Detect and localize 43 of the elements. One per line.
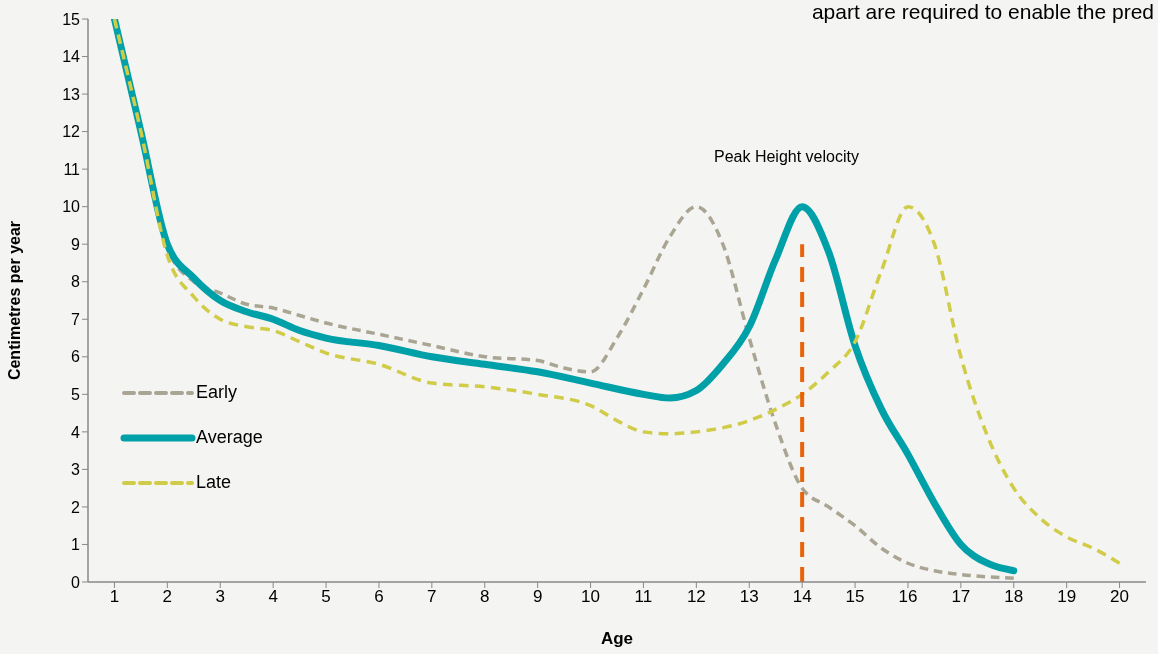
y-tick-label: 15 bbox=[62, 10, 81, 28]
x-tick-label: 1 bbox=[109, 587, 120, 607]
x-tick-label: 5 bbox=[321, 587, 331, 607]
x-tick-label: 7 bbox=[427, 587, 437, 607]
y-tick-label: 7 bbox=[71, 310, 81, 328]
annotation: Peak Height velocity bbox=[714, 148, 859, 166]
y-tick-label: 3 bbox=[71, 461, 81, 479]
x-tick-label: 15 bbox=[845, 587, 865, 607]
legend-label: Average bbox=[196, 427, 263, 448]
y-tick-label: 14 bbox=[62, 48, 81, 66]
x-tick-label: 16 bbox=[898, 587, 918, 607]
x-tick-label: 2 bbox=[162, 587, 173, 607]
y-tick-label: 6 bbox=[71, 348, 81, 366]
x-tick-label: 20 bbox=[1110, 587, 1130, 607]
y-tick-label: 8 bbox=[71, 273, 81, 291]
y-tick-label: 12 bbox=[62, 123, 81, 141]
x-tick-label: 11 bbox=[634, 587, 653, 607]
annotation: apart are required to enable the pred bbox=[811, 0, 1154, 24]
y-tick-label: 0 bbox=[71, 573, 81, 591]
x-tick-label: 10 bbox=[581, 587, 601, 607]
x-axis-title: Age bbox=[600, 629, 634, 648]
y-tick-label: 10 bbox=[62, 198, 81, 216]
x-tick-label: 8 bbox=[480, 587, 490, 607]
y-tick-label: 11 bbox=[63, 160, 81, 178]
y-tick-label: 13 bbox=[62, 85, 81, 103]
x-tick-label: 3 bbox=[215, 587, 225, 607]
y-tick-label: 4 bbox=[71, 423, 81, 441]
y-tick-label: 1 bbox=[71, 536, 81, 554]
x-tick-label: 17 bbox=[951, 587, 971, 607]
y-tick-label: 2 bbox=[71, 498, 81, 516]
x-tick-label: 13 bbox=[739, 587, 759, 607]
y-tick-label: 5 bbox=[71, 386, 81, 404]
x-tick-label: 6 bbox=[374, 587, 384, 607]
x-tick-label: 19 bbox=[1057, 587, 1077, 607]
legend-label: Late bbox=[196, 472, 232, 493]
legend-label: Early bbox=[196, 382, 238, 403]
x-tick-label: 12 bbox=[686, 587, 706, 607]
x-tick-label: 4 bbox=[268, 587, 278, 607]
x-tick-label: 9 bbox=[532, 587, 543, 607]
x-tick-label: 14 bbox=[792, 587, 812, 607]
x-tick-label: 18 bbox=[1004, 587, 1024, 607]
y-axis-title: Centimetres per year bbox=[5, 220, 23, 381]
y-tick-label: 9 bbox=[71, 235, 81, 253]
